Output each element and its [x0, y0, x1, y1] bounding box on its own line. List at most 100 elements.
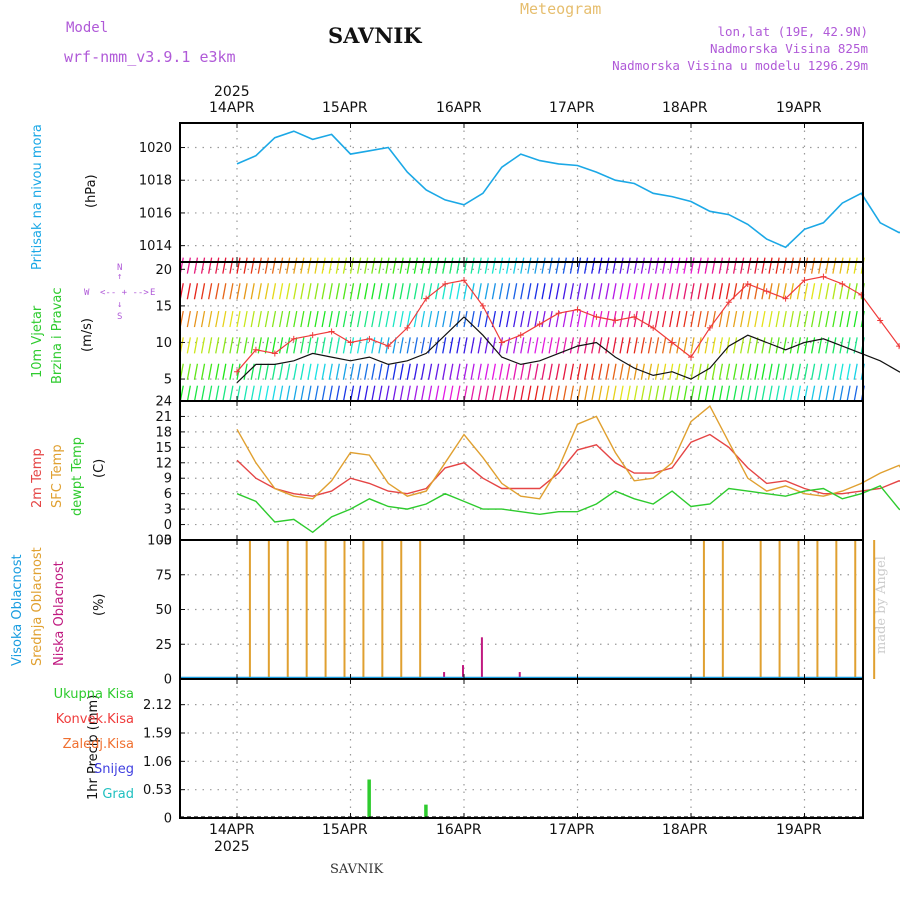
wind-direction-arrow [236, 283, 241, 300]
wind-direction-arrow [676, 283, 681, 300]
wind-direction-arrow [321, 310, 326, 328]
wind-direction-arrow [257, 310, 262, 328]
wind-gust-marker [555, 310, 562, 317]
wind-direction-arrow [626, 257, 631, 274]
wind-direction-arrow [399, 257, 404, 274]
wind-direction-arrow [229, 283, 234, 300]
wind-direction-arrow [718, 385, 724, 402]
wind-direction-arrow [286, 363, 291, 380]
mid-cloud-bar [759, 540, 762, 679]
wind-direction-arrow [364, 337, 369, 354]
wind-direction-arrow [527, 257, 532, 274]
wind-direction-arrow [669, 257, 674, 274]
wind-direction-arrow [583, 283, 589, 300]
model-altitude-info: Nadmorska Visina u modelu 1296.29m [612, 58, 868, 73]
wind-direction-arrow [186, 257, 191, 274]
mid-cloud-bar [305, 540, 308, 679]
precip-tick-label: 0.53 [143, 783, 172, 798]
wind-direction-arrow [534, 385, 539, 402]
wind-direction-arrow [541, 363, 546, 380]
wind-direction-arrow [711, 363, 716, 380]
wind-direction-arrow [314, 363, 319, 380]
wind-direction-arrow [782, 385, 787, 402]
wind-direction-arrow [633, 310, 638, 328]
dewpt-line [236, 485, 900, 534]
wind-direction-arrow [264, 283, 270, 300]
precip-tick-label: 1.06 [143, 755, 172, 770]
wind-direction-arrow [229, 363, 234, 380]
wind-direction-arrow [725, 363, 731, 380]
wind-direction-arrow [222, 337, 227, 354]
wind-direction-arrow [718, 337, 724, 354]
wind-direction-arrow [569, 283, 575, 300]
wind-direction-arrow [598, 257, 603, 274]
wind-direction-arrow [761, 283, 766, 300]
wind-gust-marker [782, 295, 789, 302]
wind-direction-arrow [505, 385, 511, 402]
low-cloud-bar [518, 672, 521, 679]
wind-direction-arrow [803, 283, 809, 300]
wind-gust-marker [404, 324, 411, 331]
wind-direction-arrow [683, 310, 688, 328]
wind-direction-arrow [647, 283, 653, 300]
temp-tick-label: 3 [164, 503, 172, 518]
date-bottom-14apr: 14APR [209, 822, 255, 838]
wind-direction-arrow [775, 363, 780, 380]
wind-direction-arrow [335, 310, 340, 328]
wind-direction-arrow [364, 363, 369, 380]
pressure-frame [179, 122, 864, 263]
wind-direction-arrow [335, 337, 340, 354]
wind-direction-arrow [775, 257, 780, 274]
wind-direction-arrow [477, 257, 482, 274]
mid-cloud-bar [816, 540, 819, 679]
wind-direction-arrow [633, 283, 638, 300]
wind-direction-arrow [598, 310, 603, 328]
wind-direction-arrow [789, 363, 794, 380]
wind-direction-arrow [725, 385, 731, 402]
date-top-15apr: 15APR [322, 100, 368, 116]
wind-direction-arrow [264, 385, 270, 402]
wind-direction-arrow [647, 337, 653, 354]
wind-direction-arrow [314, 337, 319, 354]
wind-direction-arrow [676, 257, 681, 274]
wind-direction-arrow [661, 363, 667, 380]
wind-direction-arrow [555, 385, 560, 402]
wind-speed-line [236, 316, 900, 384]
wind-direction-arrow [207, 310, 213, 328]
wind-direction-arrow [846, 257, 851, 274]
wind-direction-arrow [569, 310, 575, 328]
wind-direction-arrow [321, 257, 326, 274]
wind-gust-marker [801, 277, 808, 284]
wind-direction-arrow [704, 310, 709, 328]
wind-gust-marker [536, 321, 543, 328]
temp-tick-label: 24 [155, 395, 172, 410]
wind-direction-arrow [789, 337, 794, 354]
wind-gust-marker [669, 339, 676, 346]
wind-direction-arrow [364, 257, 369, 274]
date-top-18apr: 18APR [662, 100, 708, 116]
wind-direction-arrow [434, 385, 440, 402]
wind-direction-arrow [378, 310, 383, 328]
wind-gust-marker [706, 324, 713, 331]
wind-direction-arrow [768, 385, 773, 402]
wind-direction-arrow [271, 310, 277, 328]
wind-direction-arrow [520, 385, 525, 402]
wind-direction-arrow [654, 310, 660, 328]
wind-direction-arrow [796, 337, 802, 354]
wind-direction-arrow [832, 283, 837, 300]
wind-direction-arrow [732, 310, 738, 328]
wind-gust-marker [839, 280, 846, 287]
wind-direction-arrow [598, 363, 603, 380]
wind-direction-arrow [505, 310, 511, 328]
wind-direction-arrow [378, 283, 383, 300]
wind-direction-arrow [810, 257, 816, 274]
wind-direction-arrow [349, 363, 355, 380]
wind-direction-arrow [647, 363, 653, 380]
wind-direction-arrow [555, 337, 560, 354]
wind-direction-arrow [484, 363, 489, 380]
wind-direction-arrow [640, 337, 645, 354]
cloud-tick-label: 0 [164, 673, 172, 688]
wind-direction-arrow [200, 363, 206, 380]
wind-direction-arrow [747, 257, 752, 274]
